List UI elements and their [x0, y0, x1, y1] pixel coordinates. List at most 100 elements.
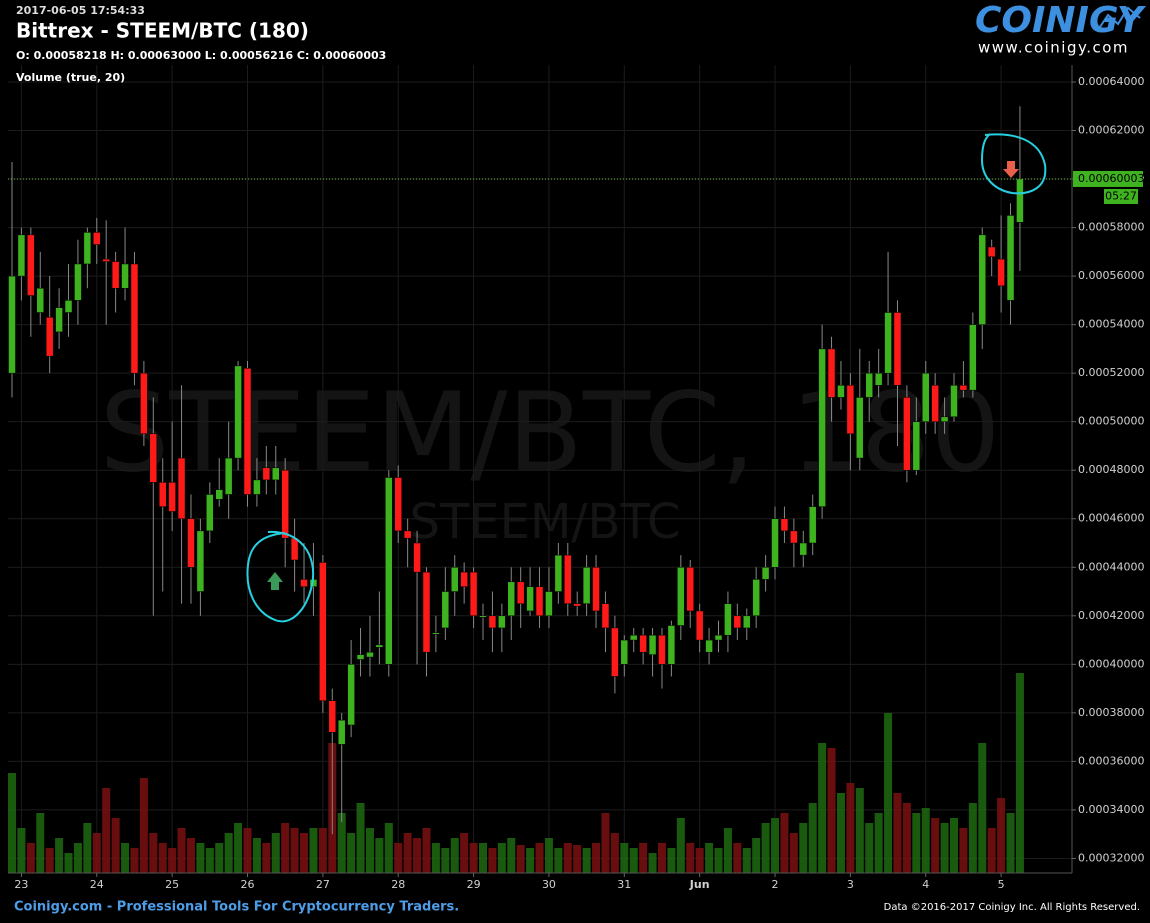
candle-body	[74, 263, 82, 301]
x-tick-label: 23	[14, 878, 28, 891]
candle-body	[262, 467, 271, 481]
candle-body	[337, 719, 346, 745]
volume-bar	[177, 828, 186, 873]
volume-bar	[639, 843, 648, 873]
y-tick-label: 0.00054000	[1078, 318, 1144, 331]
candle-body	[158, 482, 167, 507]
candle-body	[931, 385, 939, 422]
volume-bar	[92, 833, 101, 873]
volume-bar	[318, 828, 327, 873]
candle-body	[592, 567, 600, 612]
candle-body	[818, 348, 826, 507]
volume-bar	[997, 798, 1006, 873]
volume-bar	[940, 823, 949, 873]
volume-bar	[271, 833, 280, 873]
y-tick-label: 0.00042000	[1078, 609, 1144, 622]
volume-bar	[535, 843, 544, 873]
candle-body	[300, 579, 308, 587]
volume-bar	[375, 838, 384, 873]
volume-bar	[55, 838, 64, 873]
candle-body	[912, 421, 921, 471]
candle-body	[658, 634, 666, 665]
candle-body	[865, 372, 873, 398]
volume-bar	[902, 803, 911, 873]
candle-body	[611, 627, 619, 677]
logo-url: www.coinigy.com	[978, 39, 1129, 57]
volume-bar	[601, 813, 610, 873]
volume-bar	[422, 828, 431, 873]
volume-bar	[479, 843, 487, 873]
annotation-circle	[246, 530, 315, 623]
volume-bar	[742, 848, 751, 873]
candle-body	[545, 591, 553, 617]
volume-bar	[8, 773, 16, 873]
volume-bar	[168, 848, 177, 873]
candle-body	[705, 639, 713, 653]
candle-body	[366, 651, 374, 658]
candle-body	[856, 397, 864, 459]
ohlc-header: O: 0.00058218 H: 0.00063000 L: 0.0005621…	[16, 49, 386, 62]
candle-body	[8, 275, 16, 374]
candle-body	[272, 467, 280, 481]
volume-bar	[111, 818, 120, 873]
volume-bar	[723, 828, 732, 873]
volume-bar	[441, 848, 450, 873]
candle-body	[959, 385, 968, 391]
volume-bar	[224, 833, 233, 873]
candle-body	[743, 615, 751, 629]
volume-bar	[846, 783, 855, 873]
y-tick-label: 0.00046000	[1078, 512, 1144, 525]
candle-body	[319, 562, 327, 701]
candle-body	[403, 530, 412, 539]
volume-bar	[620, 843, 629, 873]
volume-bar	[526, 848, 535, 873]
candle-body	[111, 261, 120, 289]
candle-body	[554, 554, 563, 592]
volume-bar	[73, 843, 82, 873]
volume-bar	[394, 843, 403, 873]
x-tick-label: 3	[847, 878, 854, 891]
candle-body	[724, 603, 732, 636]
volume-bar	[460, 833, 469, 873]
candle-body	[903, 397, 911, 471]
buy-arrow	[267, 572, 283, 590]
candle-body	[969, 324, 977, 391]
candle-body	[629, 634, 638, 641]
candle-body	[677, 567, 685, 626]
candle-body	[234, 365, 242, 459]
volume-bar	[592, 843, 601, 873]
volume-bar	[158, 843, 167, 873]
x-tick-label: 4	[922, 878, 929, 891]
candle-body	[64, 300, 73, 313]
candle-body	[771, 518, 779, 568]
candle-body	[997, 258, 1005, 287]
volume-bar	[733, 843, 742, 873]
volume-bar	[818, 743, 827, 873]
volume-bar	[771, 818, 780, 873]
candle-body	[516, 581, 525, 604]
x-tick-label: 26	[241, 878, 255, 891]
x-tick-label: 27	[316, 878, 330, 891]
volume-bar	[780, 813, 789, 873]
annotations	[246, 133, 1047, 623]
candle-body	[196, 530, 205, 592]
candle-body	[479, 615, 487, 618]
candle-body	[375, 644, 384, 648]
volume-bar	[1006, 813, 1015, 873]
candle-body	[140, 372, 148, 435]
watermark-sub: STEEM/BTC	[410, 494, 681, 550]
volume-bar	[186, 838, 195, 873]
volume-bar	[337, 813, 346, 873]
volume-bar	[893, 793, 902, 873]
candle-body	[573, 603, 581, 607]
candle-body	[950, 385, 958, 418]
volume-bar	[309, 828, 318, 873]
timestamp: 2017-06-05 17:54:33	[16, 4, 145, 17]
volume-bar	[912, 813, 921, 873]
candle-body	[36, 287, 45, 313]
volume-label: Volume (true, 20)	[16, 71, 125, 84]
volume-bar	[761, 823, 770, 873]
volume-bar	[234, 823, 243, 873]
